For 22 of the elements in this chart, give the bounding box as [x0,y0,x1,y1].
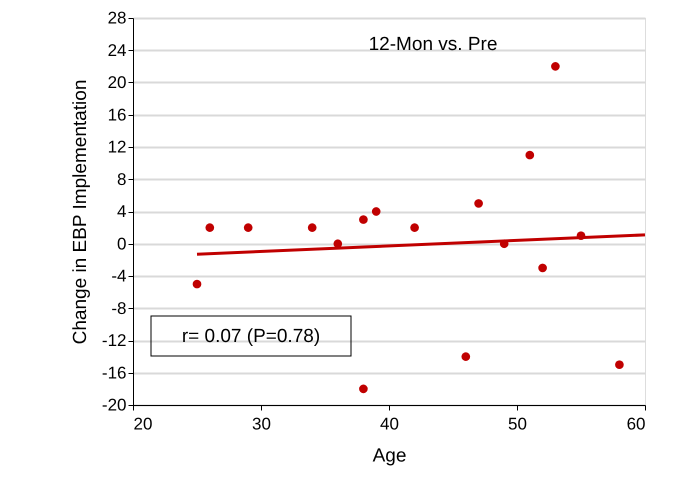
y-tick-label: 4 [117,202,126,221]
annotation: r= 0.07 (P=0.78) [182,326,320,347]
x-tick-label: 30 [252,414,271,434]
x-axis-title: Age [372,446,406,466]
y-tick-label: 12 [108,138,126,156]
y-axis-title: Change in EBP Implementation [70,80,91,344]
x-tick-label: 40 [380,414,399,434]
y-tick-label: 16 [108,105,126,124]
y-tick-label: -8 [111,298,126,318]
y-tick-label: -12 [102,331,126,350]
y-tick-label: -20 [102,396,126,414]
x-tick-label: 50 [508,414,527,434]
y-tick-label: -4 [111,266,126,286]
y-tick-label: 28 [108,8,126,28]
y-tick-label: 20 [108,73,126,92]
x-tick-label: 60 [626,414,646,434]
y-tick-label: 0 [117,234,126,254]
y-tick-label: -16 [102,363,126,382]
text: 12-Mon vs. Pre [368,34,498,55]
y-tick-label: 24 [108,40,126,60]
x-tick-label: 20 [134,414,152,434]
y-tick-label: 8 [117,170,126,189]
